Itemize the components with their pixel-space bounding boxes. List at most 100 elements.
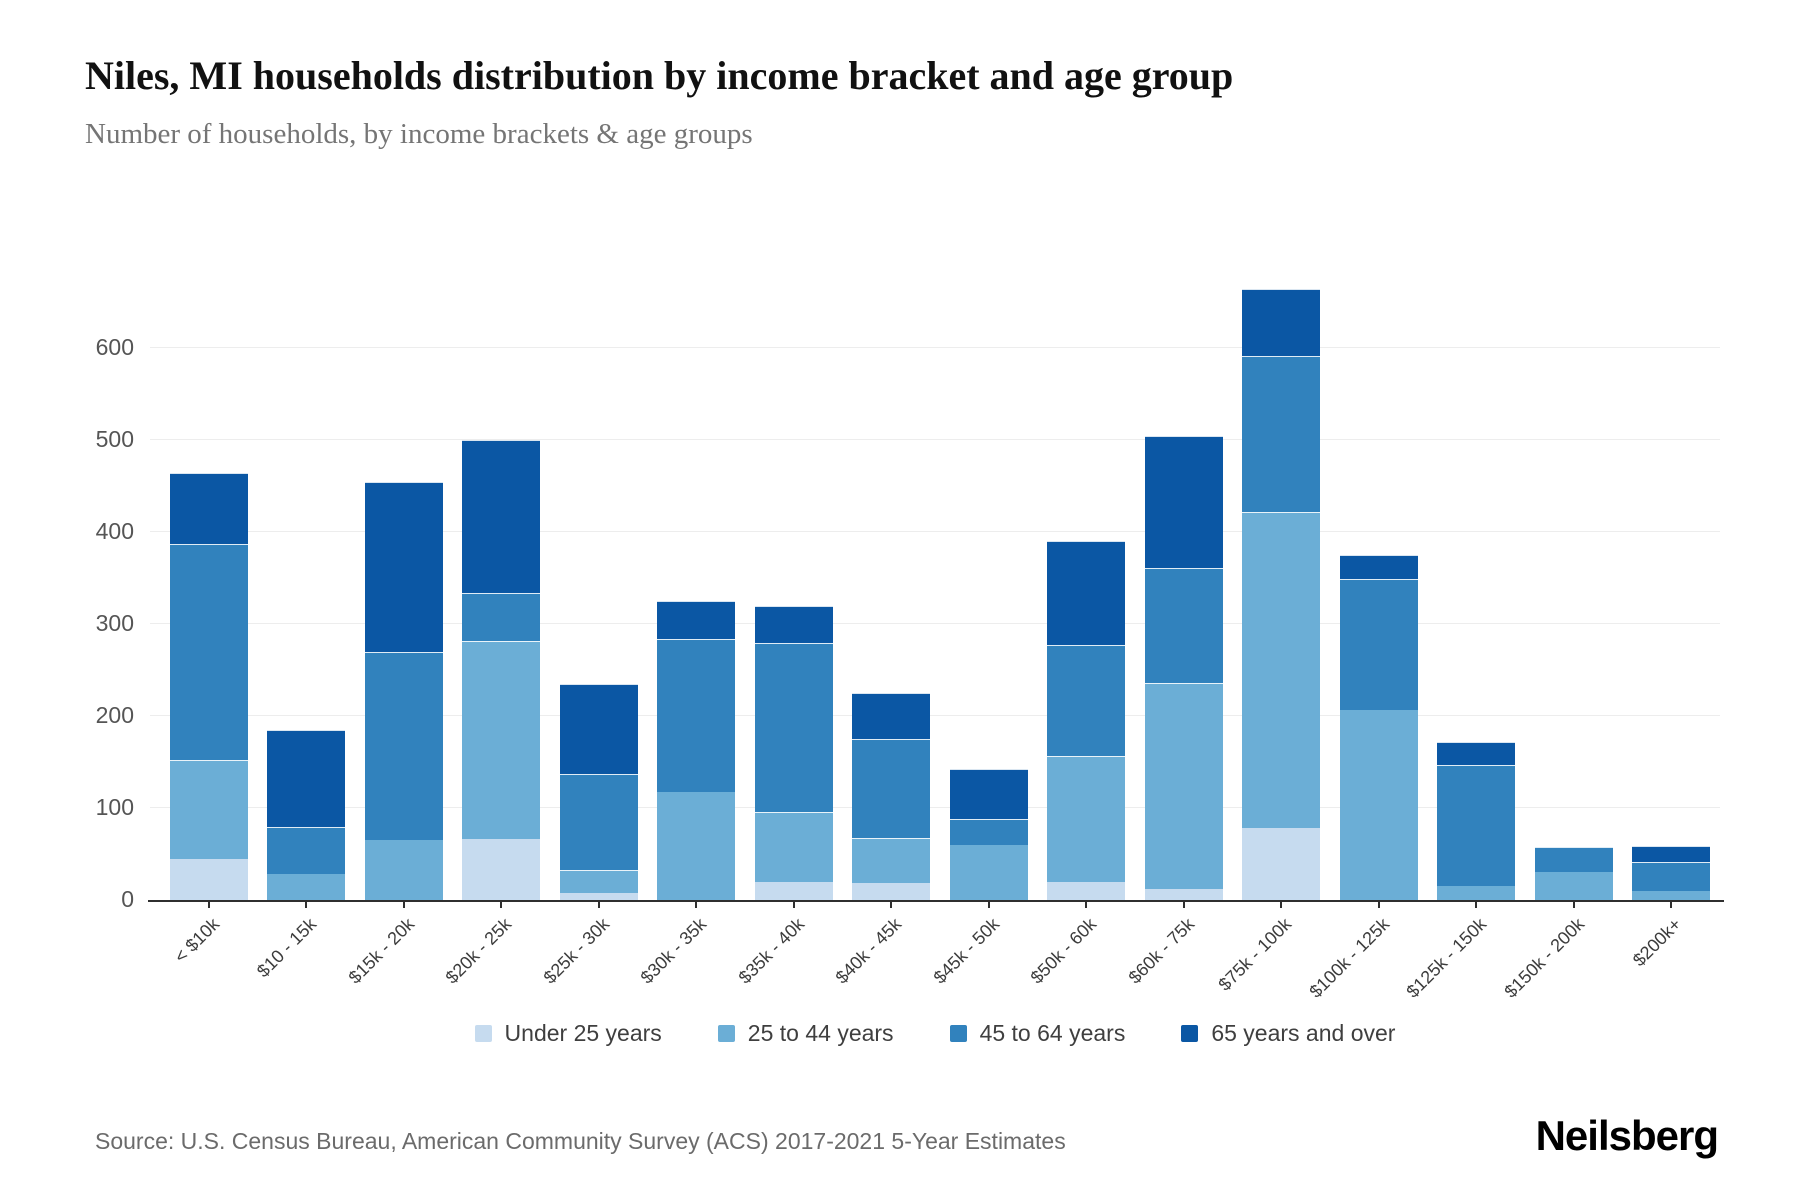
x-axis-tick <box>695 900 697 908</box>
x-axis-tick <box>207 900 210 908</box>
bar-segment[interactable] <box>657 792 735 900</box>
bar-segment[interactable] <box>169 858 248 900</box>
bar-segment[interactable] <box>754 642 833 812</box>
bar-segment[interactable] <box>169 472 248 545</box>
gridline <box>150 715 1720 717</box>
y-axis-tick-label: 300 <box>95 610 134 637</box>
bar-segment[interactable] <box>1144 683 1223 889</box>
brand-logo[interactable]: Neilsberg <box>1535 1112 1719 1159</box>
bar-segment[interactable] <box>1144 888 1223 900</box>
bar-13 <box>1339 250 1418 900</box>
gridline <box>150 623 1720 625</box>
bar-segment[interactable] <box>559 774 638 870</box>
x-axis-tick <box>792 900 795 908</box>
x-axis-tick <box>1475 900 1477 908</box>
bar-5 <box>559 250 638 900</box>
bar-segment[interactable] <box>852 838 930 883</box>
bar-segment[interactable] <box>754 811 833 882</box>
bar-segment[interactable] <box>364 840 443 900</box>
bar-segment[interactable] <box>1534 846 1613 873</box>
bar-segment[interactable] <box>267 827 345 875</box>
gridline <box>150 439 1720 441</box>
bar-segment[interactable] <box>1339 709 1418 900</box>
bar-segment[interactable] <box>1144 435 1223 569</box>
bar-segment[interactable] <box>559 869 638 893</box>
y-axis-tick-label: 600 <box>95 334 134 361</box>
bar-segment[interactable] <box>852 739 930 839</box>
bar-16 <box>1632 250 1710 900</box>
gridline <box>150 807 1720 809</box>
bar-segment[interactable] <box>364 651 443 841</box>
x-axis-tick <box>1670 900 1672 908</box>
bar-segment[interactable] <box>364 481 443 652</box>
x-axis-tick <box>597 900 600 908</box>
bar-segment[interactable] <box>657 601 735 639</box>
bar-segment[interactable] <box>1534 872 1613 900</box>
bar-segment[interactable] <box>1242 828 1320 900</box>
legend-item[interactable]: 45 to 64 years <box>949 1020 1125 1047</box>
bar-segment[interactable] <box>1144 568 1223 684</box>
legend-label: 25 to 44 years <box>747 1020 894 1046</box>
gridline <box>150 531 1720 533</box>
bar-segment[interactable] <box>1242 288 1320 356</box>
bar-segment[interactable] <box>1632 845 1710 863</box>
bar-segment[interactable] <box>1632 862 1710 891</box>
bar-segment[interactable] <box>462 839 540 900</box>
y-axis-tick-label: 100 <box>95 794 134 821</box>
x-axis-line <box>148 900 1724 902</box>
bar-segment[interactable] <box>949 819 1028 845</box>
x-axis-tick <box>1377 900 1380 908</box>
bar-segment[interactable] <box>754 605 833 643</box>
bar-15 <box>1534 250 1613 900</box>
bar-4 <box>462 250 540 900</box>
bar-segment[interactable] <box>754 881 833 900</box>
bar-segment[interactable] <box>559 892 638 900</box>
bar-segment[interactable] <box>1632 890 1710 900</box>
bar-segment[interactable] <box>1242 355 1320 513</box>
legend-swatch <box>1181 1025 1199 1042</box>
bar-segment[interactable] <box>462 592 540 641</box>
legend: Under 25 years 25 to 44 years 45 to 64 yea… <box>150 1020 1720 1047</box>
bar-2 <box>267 250 345 900</box>
legend-item[interactable]: 25 to 44 years <box>717 1020 894 1047</box>
bar-segment[interactable] <box>1047 755 1125 882</box>
legend-label: 65 years and over <box>1211 1020 1396 1046</box>
bar-segment[interactable] <box>1437 741 1515 765</box>
bar-8 <box>852 250 930 900</box>
page-title: Niles, MI households distribution by inc… <box>85 53 1234 98</box>
bar-segment[interactable] <box>1242 512 1320 829</box>
legend-item[interactable]: 65 years and over <box>1181 1020 1395 1047</box>
x-axis-tick <box>890 900 892 908</box>
bar-segment[interactable] <box>949 768 1028 820</box>
legend-label: Under 25 years <box>504 1020 662 1046</box>
bar-1 <box>169 250 248 900</box>
bar-segment[interactable] <box>1339 579 1418 710</box>
bar-segment[interactable] <box>852 693 930 740</box>
x-axis-tick <box>500 900 502 908</box>
bar-segment[interactable] <box>462 640 540 840</box>
bar-segment[interactable] <box>559 683 638 775</box>
bar-segment[interactable] <box>852 882 930 900</box>
legend-item[interactable]: Under 25 years <box>474 1020 662 1047</box>
bar-segment[interactable] <box>462 440 540 593</box>
bar-9 <box>949 250 1028 900</box>
bar-segment[interactable] <box>267 874 345 900</box>
source-note: Source: U.S. Census Bureau, American Com… <box>95 1128 1066 1154</box>
bar-segment[interactable] <box>1047 541 1125 646</box>
x-axis-tick <box>305 900 307 908</box>
bar-7 <box>754 250 833 900</box>
bar-segment[interactable] <box>657 638 735 793</box>
bar-segment[interactable] <box>1437 764 1515 887</box>
page-subtitle: Number of households, by income brackets… <box>85 118 753 150</box>
bar-10 <box>1047 250 1125 900</box>
bar-segment[interactable] <box>1437 886 1515 900</box>
bar-segment[interactable] <box>1047 881 1125 900</box>
bar-11 <box>1144 250 1223 900</box>
gridline <box>150 347 1720 349</box>
bar-segment[interactable] <box>169 760 248 859</box>
bar-segment[interactable] <box>1047 645 1125 756</box>
bar-segment[interactable] <box>169 544 248 761</box>
bar-segment[interactable] <box>267 729 345 828</box>
bar-segment[interactable] <box>949 844 1028 900</box>
bar-segment[interactable] <box>1339 555 1418 580</box>
